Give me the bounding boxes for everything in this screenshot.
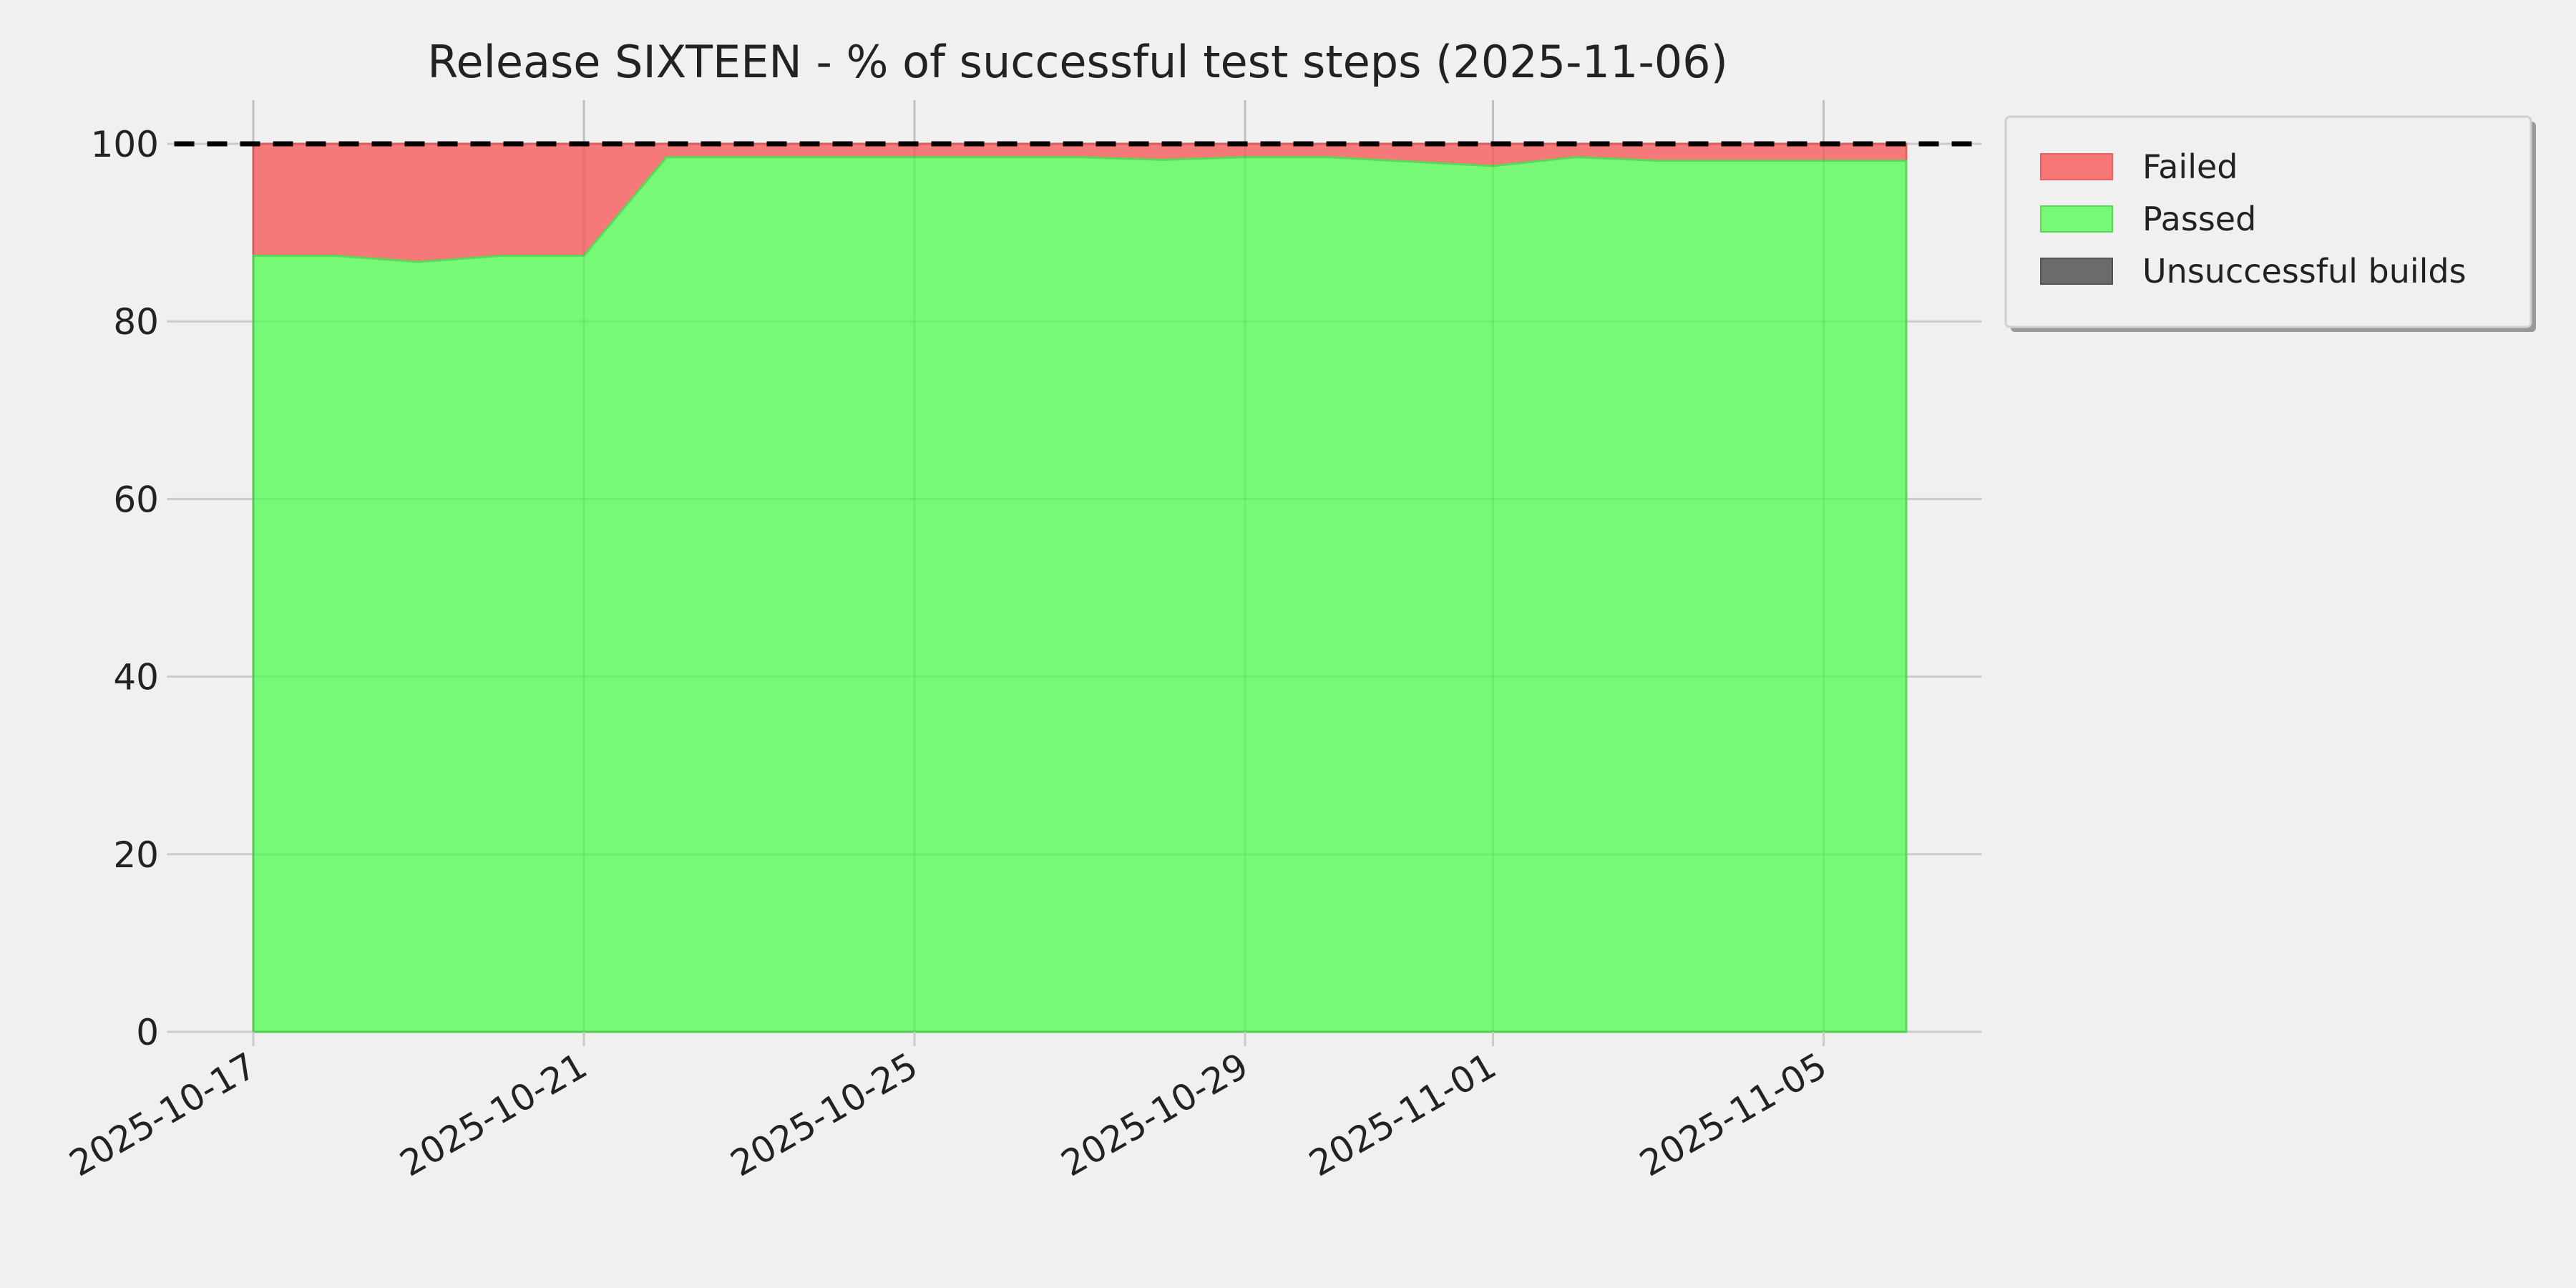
y-tick-label: 0	[136, 1012, 159, 1053]
areas	[174, 100, 1982, 1033]
legend-label-passed: Passed	[2142, 200, 2256, 238]
legend-swatch-passed	[2040, 205, 2113, 233]
y-tick-label: 20	[113, 834, 159, 876]
chart-title: Release SIXTEEN - % of successful test s…	[427, 36, 1728, 88]
legend-swatch-failed	[2040, 153, 2113, 180]
x-tick-label: 2025-11-01	[1302, 1045, 1503, 1185]
y-tick-label: 100	[91, 124, 159, 165]
x-tick-label: 2025-11-05	[1633, 1045, 1834, 1185]
legend-swatch-unsuccessful-builds	[2040, 258, 2113, 285]
y-tick-label: 80	[113, 301, 159, 343]
legend: Failed Passed Unsuccessful builds	[2004, 115, 2536, 332]
y-tick-label: 40	[113, 657, 159, 698]
x-tick-label: 2025-10-29	[1054, 1045, 1255, 1185]
x-tick-label: 2025-10-17	[62, 1045, 263, 1185]
x-tick-label: 2025-10-21	[393, 1045, 594, 1185]
x-tick-label: 2025-10-25	[723, 1045, 924, 1185]
legend-box	[2004, 115, 2532, 328]
y-tick-label: 60	[113, 479, 159, 520]
legend-label-failed: Failed	[2142, 147, 2238, 186]
area-passed	[252, 156, 1908, 1033]
legend-label-unsuccessful-builds: Unsuccessful builds	[2142, 252, 2467, 291]
